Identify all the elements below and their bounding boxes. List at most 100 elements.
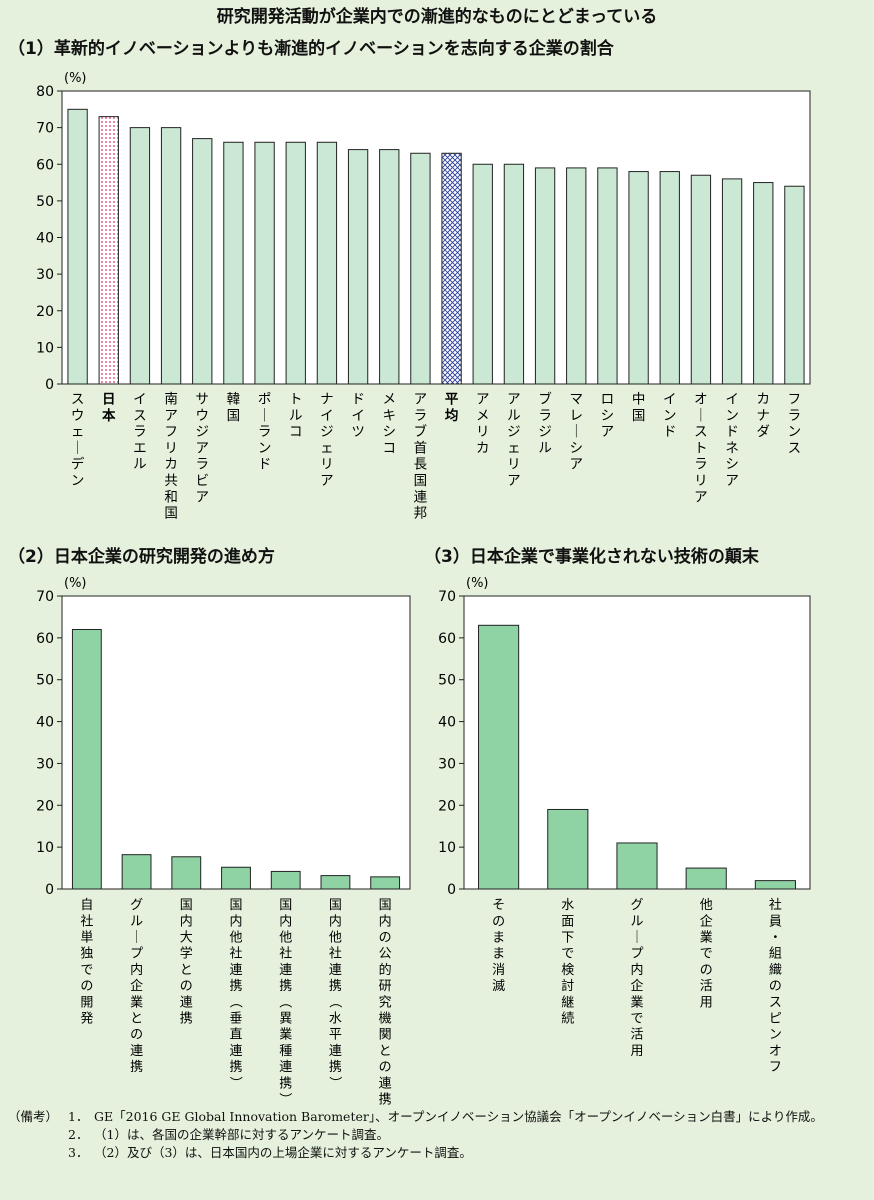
y-tick-label: 50 xyxy=(438,673,456,689)
svg-text:で: で xyxy=(630,1011,643,1026)
plot-area xyxy=(61,90,811,385)
svg-text:ナ: ナ xyxy=(320,391,334,407)
svg-text:ア: ア xyxy=(694,489,708,505)
y-tick-label: 60 xyxy=(36,157,54,173)
svg-text:ル: ル xyxy=(630,914,643,929)
svg-text:内: 内 xyxy=(379,913,392,929)
svg-text:（: （ xyxy=(327,995,342,1008)
svg-text:連: 連 xyxy=(130,1044,143,1059)
svg-text:社: 社 xyxy=(80,913,93,929)
svg-text:（: （ xyxy=(227,995,242,1008)
svg-text:企: 企 xyxy=(700,913,713,929)
svg-text:｜: ｜ xyxy=(570,424,584,440)
svg-text:ア: ア xyxy=(601,424,615,440)
svg-text:用: 用 xyxy=(700,995,713,1010)
svg-text:大: 大 xyxy=(180,930,193,945)
bar xyxy=(221,866,251,890)
svg-text:国: 国 xyxy=(279,898,292,913)
svg-text:ラ: ラ xyxy=(133,424,147,440)
x-category-label: 平均 xyxy=(445,391,459,423)
svg-text:の: の xyxy=(130,1028,143,1043)
svg-text:の: の xyxy=(700,963,713,978)
svg-text:国: 国 xyxy=(379,898,392,913)
bar xyxy=(67,108,88,385)
svg-text:他: 他 xyxy=(329,930,342,945)
svg-text:日: 日 xyxy=(102,391,116,407)
svg-text:内: 内 xyxy=(630,962,643,978)
svg-text:｜: ｜ xyxy=(71,440,85,456)
svg-text:研: 研 xyxy=(379,979,392,994)
svg-text:フ: フ xyxy=(769,1060,782,1075)
svg-text:ト: ト xyxy=(289,391,303,407)
y-unit-label: (%) xyxy=(466,576,489,591)
svg-text:本: 本 xyxy=(102,407,116,424)
svg-text:携: 携 xyxy=(279,978,292,994)
svg-text:ビ: ビ xyxy=(196,473,210,489)
svg-text:カ: カ xyxy=(757,391,771,407)
svg-text:連: 連 xyxy=(379,1076,392,1091)
svg-text:シ: シ xyxy=(601,408,615,424)
svg-text:内: 内 xyxy=(180,913,193,929)
svg-text:ス: ス xyxy=(133,408,147,424)
svg-text:検: 検 xyxy=(561,963,574,978)
svg-text:開: 開 xyxy=(80,995,93,1010)
svg-text:カ: カ xyxy=(164,457,178,473)
x-category-label: トルコ xyxy=(289,391,303,440)
svg-text:ウ: ウ xyxy=(71,408,85,424)
svg-text:業: 業 xyxy=(279,1027,292,1043)
svg-text:ス: ス xyxy=(71,391,85,407)
svg-text:活: 活 xyxy=(700,979,713,994)
svg-text:首: 首 xyxy=(414,440,428,456)
bar xyxy=(503,163,525,385)
svg-text:連: 連 xyxy=(229,963,242,978)
x-category-label: 中国 xyxy=(632,391,646,423)
bar xyxy=(628,171,649,385)
svg-text:自: 自 xyxy=(80,898,93,913)
y-tick-label: 60 xyxy=(438,631,456,647)
svg-text:オ: オ xyxy=(694,391,708,407)
svg-text:員: 員 xyxy=(769,914,782,929)
svg-text:共: 共 xyxy=(164,473,178,489)
bar xyxy=(223,141,244,385)
y-tick-label: 30 xyxy=(438,756,456,772)
svg-text:連: 連 xyxy=(180,995,193,1010)
svg-text:ダ: ダ xyxy=(757,424,771,440)
bar xyxy=(320,875,351,890)
bar xyxy=(270,870,301,890)
bar xyxy=(71,628,102,890)
x-category-label: ロシア xyxy=(601,391,615,440)
svg-text:エ: エ xyxy=(133,440,147,456)
svg-text:国: 国 xyxy=(632,408,646,424)
svg-text:内: 内 xyxy=(329,913,342,929)
svg-text:イ: イ xyxy=(320,408,334,424)
bar xyxy=(690,174,712,385)
note-text: GE「2016 GE Global Innovation Barometer」、… xyxy=(94,1109,823,1124)
svg-text:垂: 垂 xyxy=(229,1011,242,1026)
y-tick-label: 20 xyxy=(36,798,54,814)
note-text: （1）は、各国の企業幹部に対するアンケート調査。 xyxy=(94,1127,389,1142)
svg-text:携: 携 xyxy=(329,1059,342,1075)
bar xyxy=(566,167,587,385)
svg-text:機: 機 xyxy=(379,1011,392,1026)
y-tick-label: 10 xyxy=(438,840,456,856)
svg-text:ピ: ピ xyxy=(769,1011,782,1026)
svg-text:ラ: ラ xyxy=(788,408,802,424)
svg-text:）: ） xyxy=(327,1076,342,1089)
y-tick-label: 20 xyxy=(438,798,456,814)
svg-text:滅: 滅 xyxy=(492,979,505,994)
svg-text:携: 携 xyxy=(229,978,242,994)
y-tick-label: 0 xyxy=(45,377,54,393)
svg-text:業: 業 xyxy=(630,994,643,1010)
svg-text:オ: オ xyxy=(769,1044,782,1059)
svg-text:ト: ト xyxy=(694,440,708,456)
svg-text:他: 他 xyxy=(229,930,242,945)
charts-canvas: (%)01020304050607080スウェ｜デン日本イスラエル南アフリカ共和… xyxy=(36,71,811,1107)
svg-text:国: 国 xyxy=(227,408,241,424)
svg-text:ポ: ポ xyxy=(258,391,272,407)
svg-text:織: 織 xyxy=(769,963,782,978)
